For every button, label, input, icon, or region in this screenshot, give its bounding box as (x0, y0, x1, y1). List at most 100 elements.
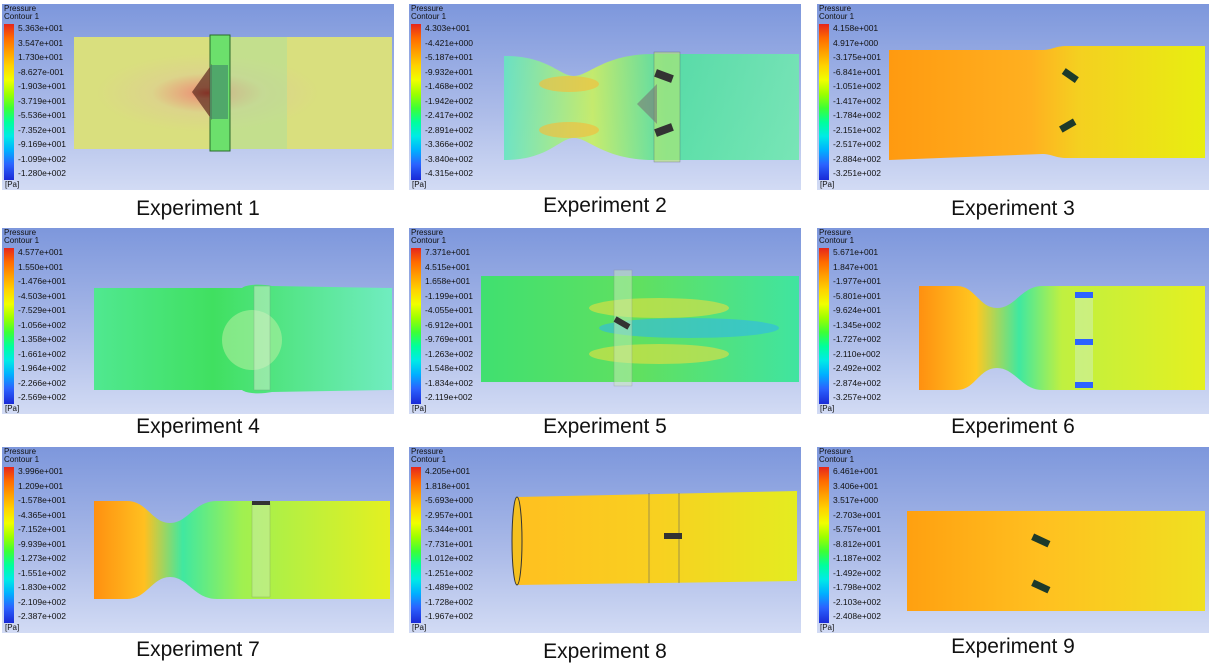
legend-label: 3.547e+001 (18, 38, 64, 48)
legend-label: -9.939e+001 (18, 539, 66, 549)
legend-label: -2.408e+002 (833, 611, 881, 621)
legend-label: -5.536e+001 (18, 110, 66, 120)
legend-label: -1.280e+002 (18, 168, 66, 178)
legend-label: -1.964e+002 (18, 363, 66, 373)
legend-label: -3.840e+002 (425, 154, 473, 164)
legend-label: -3.175e+001 (833, 52, 881, 62)
legend-label: 1.818e+001 (425, 481, 471, 491)
pressure-contour-plot (919, 286, 1205, 390)
legend-label: -1.345e+002 (833, 320, 881, 330)
legend-label: -1.977e+001 (833, 276, 881, 286)
legend-label: -1.417e+002 (833, 96, 881, 106)
legend-label: -1.784e+002 (833, 110, 881, 120)
caption-7: Experiment 7 (136, 638, 260, 661)
contour-panel-2: Pressure Contour 1 4.303e+001 -4.421e+000… (409, 4, 801, 190)
legend-label: 3.517e+000 (833, 495, 879, 505)
legend-title: Pressure (4, 447, 37, 456)
legend-label: 4.515e+001 (425, 262, 471, 272)
legend-label: -9.769e+001 (425, 334, 473, 344)
legend-label: -1.548e+002 (425, 363, 473, 373)
legend-label: -4.315e+002 (425, 168, 473, 178)
legend-subtitle: Contour 1 (411, 12, 447, 21)
caption-9: Experiment 9 (951, 635, 1075, 658)
color-scale-bar (819, 467, 829, 623)
pressure-contour-plot (481, 269, 799, 387)
caption-3: Experiment 3 (951, 197, 1075, 220)
legend-title: Pressure (819, 228, 852, 237)
legend-subtitle: Contour 1 (411, 455, 447, 464)
legend-header: Pressure Contour 1 (411, 448, 446, 464)
legend-header: Pressure Contour 1 (819, 5, 854, 21)
caption-4: Experiment 4 (136, 415, 260, 438)
unit-label: [Pa] (5, 404, 20, 413)
legend-title: Pressure (411, 447, 444, 456)
unit-label: [Pa] (820, 180, 835, 189)
legend-label: -1.492e+002 (833, 568, 881, 578)
legend-label: -5.344e+001 (425, 524, 473, 534)
legend-subtitle: Contour 1 (819, 236, 855, 245)
legend-label: 1.658e+001 (425, 276, 471, 286)
legend-label: -5.693e+000 (425, 495, 473, 505)
contour-panel-7: Pressure Contour 1 3.996e+001 1.209e+001 … (2, 447, 394, 633)
legend-label: -1.830e+002 (18, 582, 66, 592)
color-scale-bar (4, 467, 14, 623)
legend-title: Pressure (4, 228, 37, 237)
legend-label: -1.056e+002 (18, 320, 66, 330)
legend-label: -3.366e+002 (425, 139, 473, 149)
caption-1: Experiment 1 (136, 197, 260, 220)
legend-label: -6.912e+001 (425, 320, 473, 330)
legend-title: Pressure (819, 4, 852, 13)
legend-subtitle: Contour 1 (4, 236, 40, 245)
legend-label: -1.967e+002 (425, 611, 473, 621)
legend-label: -4.365e+001 (18, 510, 66, 520)
caption-5: Experiment 5 (543, 415, 667, 438)
legend-label: -1.489e+002 (425, 582, 473, 592)
legend-label: -2.957e+001 (425, 510, 473, 520)
unit-label: [Pa] (820, 623, 835, 632)
legend-label: -2.874e+002 (833, 378, 881, 388)
legend-label: -1.903e+001 (18, 81, 66, 91)
pressure-contour-plot (889, 46, 1205, 160)
unit-label: [Pa] (820, 404, 835, 413)
legend-label: -8.627e-001 (18, 67, 64, 77)
legend-label: 1.209e+001 (18, 481, 64, 491)
legend-label: -1.358e+002 (18, 334, 66, 344)
legend-label: -4.055e+001 (425, 305, 473, 315)
legend-label: -3.251e+002 (833, 168, 881, 178)
legend-label: -1.273e+002 (18, 553, 66, 563)
legend-label: -9.169e+001 (18, 139, 66, 149)
legend-label: -1.942e+002 (425, 96, 473, 106)
legend-label: -1.263e+002 (425, 349, 473, 359)
contour-panel-3: Pressure Contour 1 4.158e+001 4.917e+000 … (817, 4, 1209, 190)
legend-label: -1.251e+002 (425, 568, 473, 578)
unit-label: [Pa] (412, 180, 427, 189)
contour-panel-1: Pressure Contour 1 5.363e+001 3.547e+001 … (2, 4, 394, 190)
legend-header: Pressure Contour 1 (411, 5, 446, 21)
legend-label: 4.205e+001 (425, 466, 471, 476)
color-scale-bar (819, 248, 829, 404)
legend-label: -1.187e+002 (833, 553, 881, 563)
legend-subtitle: Contour 1 (819, 12, 855, 21)
legend-label: 1.550e+001 (18, 262, 64, 272)
legend-label: -1.798e+002 (833, 582, 881, 592)
color-scale-bar (411, 24, 421, 180)
legend-label: -1.661e+002 (18, 349, 66, 359)
legend-label: -9.624e+001 (833, 305, 881, 315)
legend-label: -7.529e+001 (18, 305, 66, 315)
legend-header: Pressure Contour 1 (819, 229, 854, 245)
legend-label: 4.303e+001 (425, 23, 471, 33)
legend-label: -3.719e+001 (18, 96, 66, 106)
legend-label: 6.461e+001 (833, 466, 879, 476)
legend-label: -1.051e+002 (833, 81, 881, 91)
legend-label: -1.727e+002 (833, 334, 881, 344)
caption-6: Experiment 6 (951, 415, 1075, 438)
pressure-contour-plot (907, 511, 1205, 611)
legend-label: -4.503e+001 (18, 291, 66, 301)
legend-subtitle: Contour 1 (819, 455, 855, 464)
legend-label: -4.421e+000 (425, 38, 473, 48)
legend-label: -3.257e+002 (833, 392, 881, 402)
caption-2: Experiment 2 (543, 194, 667, 217)
pressure-contour-plot (511, 491, 797, 586)
legend-label: -8.812e+001 (833, 539, 881, 549)
color-scale-bar (4, 24, 14, 180)
